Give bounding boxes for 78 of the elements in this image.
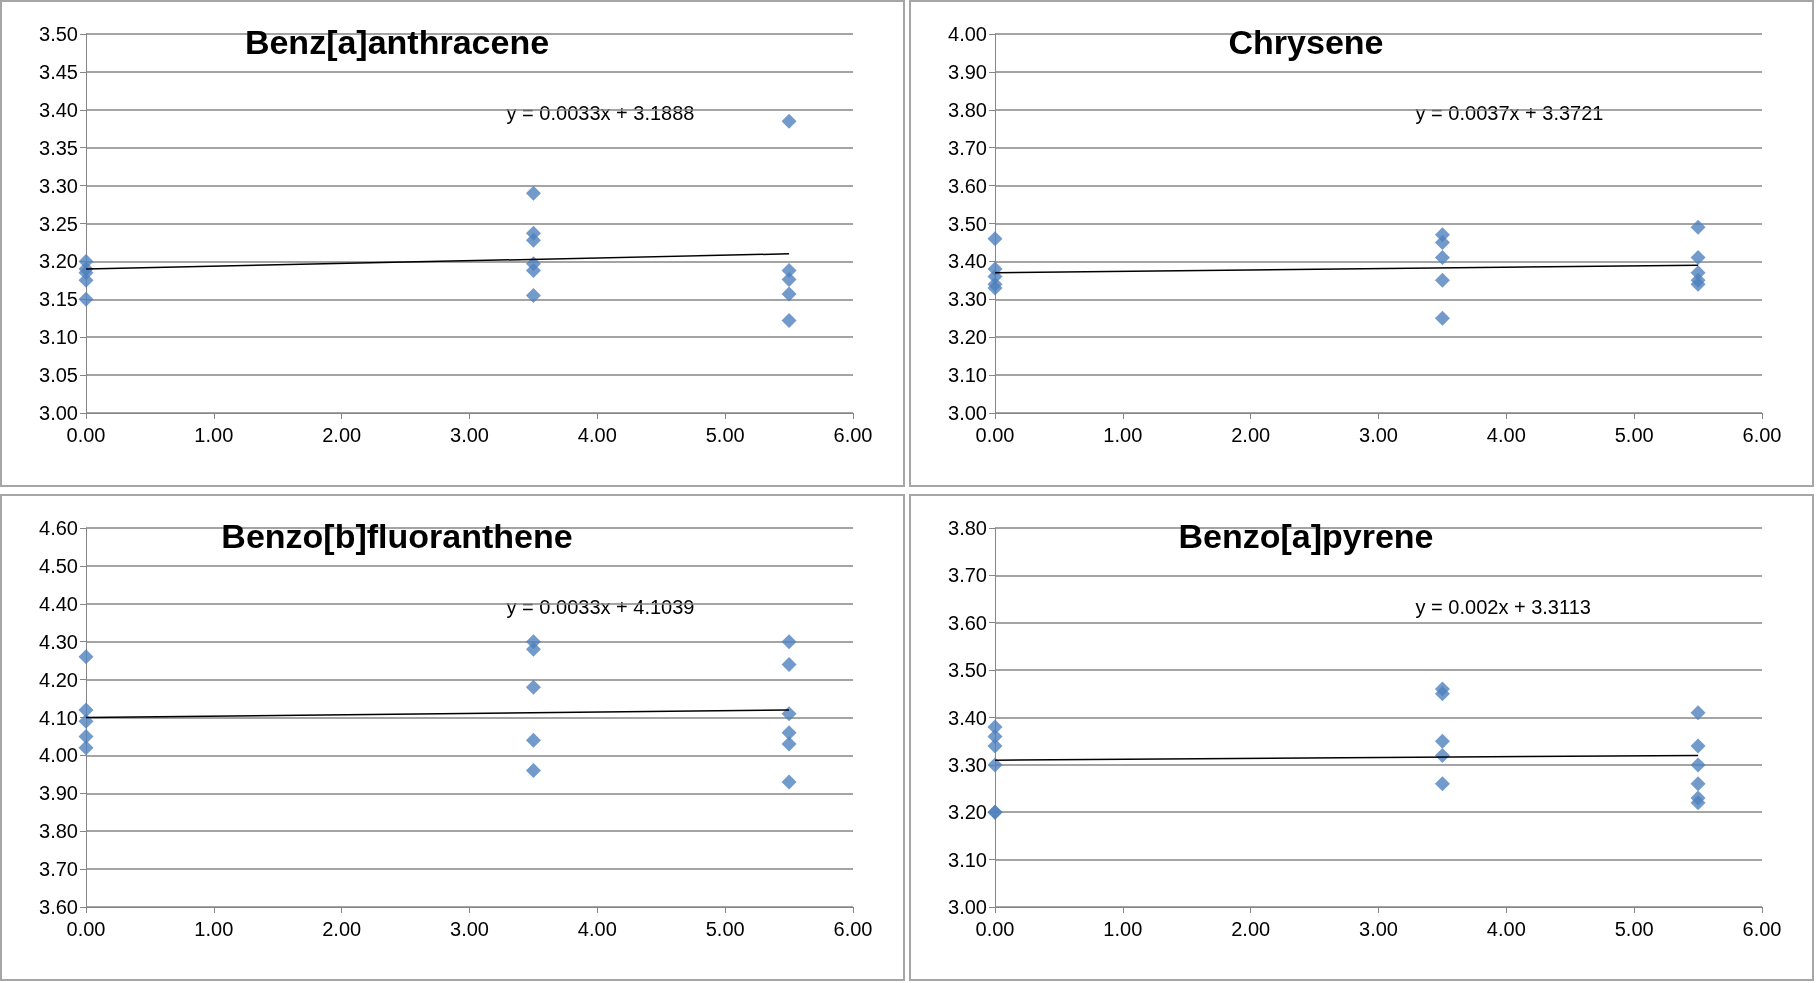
x-tick-label: 3.00 [1359,918,1398,940]
y-tick-label: 3.60 [948,611,987,634]
y-tick-label: 4.50 [39,554,78,577]
x-tick-label: 1.00 [1103,424,1143,446]
x-tick-label: 0.00 [66,918,106,940]
y-tick-label: 3.15 [39,288,78,311]
y-tick-label: 3.20 [39,250,78,273]
y-tick-label: 3.35 [39,136,78,159]
y-tick-label: 4.10 [39,706,78,729]
y-tick-label: 3.10 [948,848,987,871]
y-tick-label: 3.90 [948,60,987,83]
y-tick-label: 4.40 [39,592,78,615]
x-tick-label: 1.00 [194,918,234,940]
x-tick-label: 4.00 [577,918,617,940]
y-tick-label: 3.90 [39,782,78,805]
y-tick-label: 3.20 [948,326,987,349]
y-tick-label: 3.80 [39,820,78,843]
annotation: y = 0.0033x + 3.1888 [506,102,695,125]
annotation: y = 0.002x + 3.3113 [1415,596,1591,619]
y-tick-label: 3.30 [39,174,78,197]
x-tick-label: 2.00 [322,424,362,446]
x-tick-label: 6.00 [833,918,873,940]
y-tick-label: 3.70 [948,564,987,587]
y-tick-label: 3.80 [948,517,987,539]
y-tick-label: 3.00 [948,402,987,424]
y-tick-label: 3.30 [948,288,987,311]
x-tick-label: 4.00 [1486,424,1526,446]
y-tick-label: 3.10 [948,364,987,387]
y-tick-label: 4.20 [39,668,78,691]
x-tick-label: 2.00 [1231,424,1271,446]
y-tick-label: 3.50 [948,212,987,235]
y-tick-label: 3.40 [948,706,987,729]
y-tick-label: 3.70 [948,136,987,159]
y-tick-label: 3.80 [948,98,987,121]
x-tick-label: 6.00 [1742,424,1782,446]
chart-title: Benz[a]anthracene [244,23,550,61]
y-tick-label: 3.45 [39,60,78,83]
x-tick-label: 3.00 [450,424,489,446]
y-tick-label: 4.30 [39,630,78,653]
chart-title: Benzo[a]pyrene [1178,517,1434,555]
y-tick-label: 3.10 [39,326,78,349]
y-tick-label: 3.20 [948,801,987,824]
y-tick-label: 3.25 [39,212,78,235]
y-tick-label: 3.50 [948,659,987,682]
x-tick-label: 4.00 [577,424,617,446]
chart-title: Chrysene [1228,23,1384,61]
annotation: y = 0.0033x + 4.1039 [506,596,695,619]
x-tick-label: 6.00 [833,424,873,446]
y-tick-label: 3.60 [948,174,987,197]
y-tick-label: 3.40 [39,98,78,121]
x-tick-label: 1.00 [194,424,234,446]
y-tick-label: 3.00 [39,402,78,424]
y-tick-label: 3.05 [39,364,78,387]
y-tick-label: 3.00 [948,896,987,918]
y-tick-label: 4.60 [39,517,78,539]
x-tick-label: 0.00 [66,424,106,446]
x-tick-label: 6.00 [1742,918,1782,940]
y-tick-label: 4.00 [948,23,987,45]
y-tick-label: 3.30 [948,753,987,776]
x-tick-label: 3.00 [1359,424,1398,446]
x-tick-label: 3.00 [450,918,489,940]
y-tick-label: 3.50 [39,23,78,45]
x-tick-label: 5.00 [1614,424,1654,446]
x-tick-label: 0.00 [975,918,1015,940]
y-tick-label: 3.60 [39,896,78,918]
x-tick-label: 5.00 [705,918,745,940]
x-tick-label: 4.00 [1486,918,1526,940]
annotation: y = 0.0037x + 3.3721 [1415,102,1604,125]
chart-title: Benzo[b]fluoranthene [221,517,573,555]
y-tick-label: 3.70 [39,858,78,881]
x-tick-label: 2.00 [322,918,362,940]
x-tick-label: 5.00 [1614,918,1654,940]
x-tick-label: 5.00 [705,424,745,446]
y-tick-label: 3.40 [948,250,987,273]
y-tick-label: 4.00 [39,744,78,767]
x-tick-label: 2.00 [1231,918,1271,940]
x-tick-label: 0.00 [975,424,1015,446]
x-tick-label: 1.00 [1103,918,1143,940]
